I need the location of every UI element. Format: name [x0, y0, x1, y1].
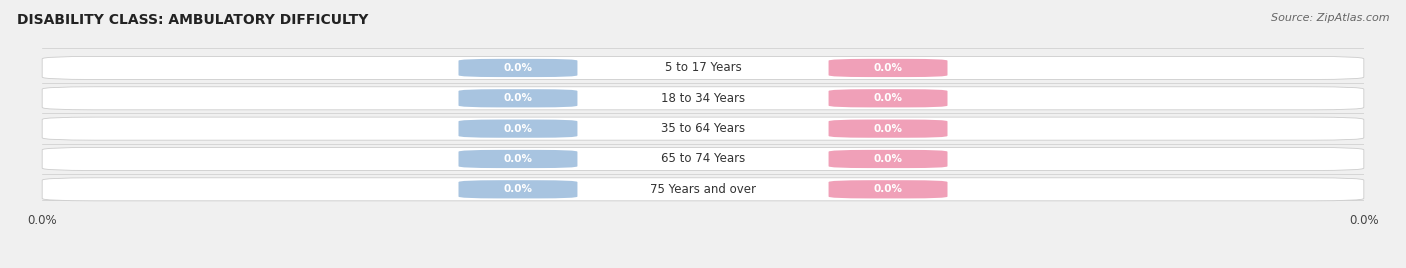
FancyBboxPatch shape	[42, 147, 1364, 170]
Text: 0.0%: 0.0%	[873, 124, 903, 134]
Text: 5 to 17 Years: 5 to 17 Years	[665, 61, 741, 75]
Text: 0.0%: 0.0%	[503, 93, 533, 103]
Text: 0.0%: 0.0%	[873, 154, 903, 164]
FancyBboxPatch shape	[458, 120, 578, 138]
FancyBboxPatch shape	[828, 120, 948, 138]
FancyBboxPatch shape	[42, 87, 1364, 110]
FancyBboxPatch shape	[458, 89, 578, 107]
FancyBboxPatch shape	[828, 150, 948, 168]
Text: 0.0%: 0.0%	[503, 184, 533, 194]
Text: 0.0%: 0.0%	[873, 184, 903, 194]
Text: Source: ZipAtlas.com: Source: ZipAtlas.com	[1271, 13, 1389, 23]
Text: 0.0%: 0.0%	[503, 154, 533, 164]
Text: 0.0%: 0.0%	[873, 93, 903, 103]
FancyBboxPatch shape	[828, 180, 948, 198]
FancyBboxPatch shape	[458, 180, 578, 198]
FancyBboxPatch shape	[42, 117, 1364, 140]
Text: 65 to 74 Years: 65 to 74 Years	[661, 152, 745, 165]
Text: 35 to 64 Years: 35 to 64 Years	[661, 122, 745, 135]
Text: 75 Years and over: 75 Years and over	[650, 183, 756, 196]
Text: 0.0%: 0.0%	[503, 124, 533, 134]
FancyBboxPatch shape	[42, 178, 1364, 201]
FancyBboxPatch shape	[458, 59, 578, 77]
Text: 0.0%: 0.0%	[503, 63, 533, 73]
FancyBboxPatch shape	[42, 57, 1364, 80]
FancyBboxPatch shape	[828, 59, 948, 77]
FancyBboxPatch shape	[828, 89, 948, 107]
Text: DISABILITY CLASS: AMBULATORY DIFFICULTY: DISABILITY CLASS: AMBULATORY DIFFICULTY	[17, 13, 368, 27]
Text: 0.0%: 0.0%	[873, 63, 903, 73]
FancyBboxPatch shape	[458, 150, 578, 168]
Text: 18 to 34 Years: 18 to 34 Years	[661, 92, 745, 105]
